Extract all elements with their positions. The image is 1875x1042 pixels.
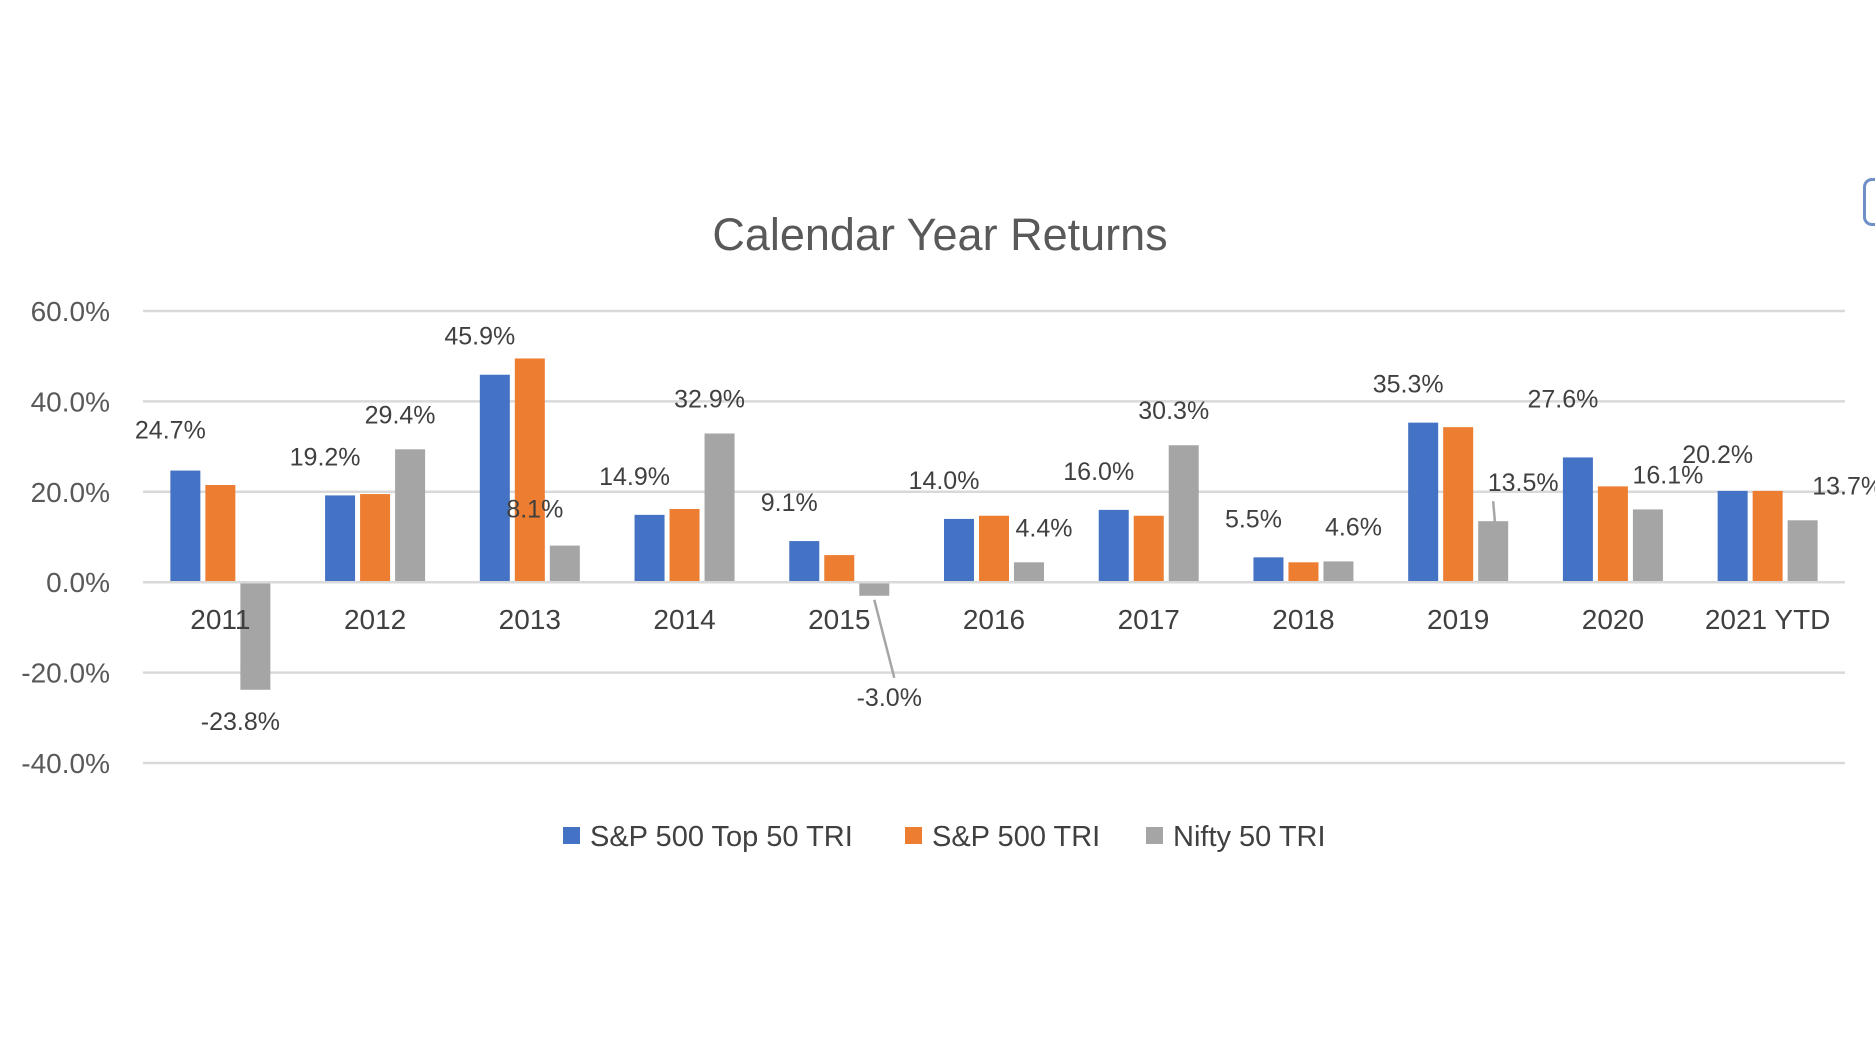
bar — [1168, 445, 1199, 583]
bar — [944, 518, 974, 583]
legend-swatch — [563, 827, 580, 844]
legend-swatch — [1146, 827, 1163, 844]
data-label: -23.8% — [201, 708, 280, 736]
x-category-label: 2014 — [653, 604, 715, 635]
x-category-label: 2020 — [1582, 604, 1644, 635]
bar — [979, 515, 1009, 583]
data-label: 14.9% — [599, 463, 670, 491]
x-category-label: 2012 — [344, 604, 406, 635]
legend-item: Nifty 50 TRI — [1146, 821, 1326, 853]
y-tick-label: 0.0% — [46, 567, 110, 598]
data-label: 29.4% — [365, 401, 436, 429]
data-label: 5.5% — [1225, 505, 1282, 533]
bar — [514, 358, 545, 583]
legend-item: S&P 500 TRI — [905, 821, 1100, 853]
x-category-label: 2011 — [190, 604, 250, 635]
bar — [824, 555, 855, 583]
data-label: 20.2% — [1682, 441, 1753, 469]
bar — [704, 433, 735, 583]
data-label: 45.9% — [444, 323, 515, 351]
bars — [170, 358, 1818, 690]
x-category-label: 2017 — [1118, 604, 1180, 635]
data-label: 19.2% — [290, 443, 361, 471]
data-label: 24.7% — [135, 417, 206, 445]
y-tick-label: 60.0% — [31, 296, 110, 327]
legend-label: S&P 500 Top 50 TRI — [590, 821, 853, 853]
y-tick-label: -40.0% — [21, 748, 110, 779]
data-label: 14.0% — [909, 467, 980, 495]
bar — [634, 514, 665, 583]
bar — [325, 495, 356, 583]
x-category-label: 2016 — [963, 604, 1025, 635]
data-label: 4.4% — [1016, 514, 1073, 542]
legend-swatch — [905, 827, 922, 844]
chart-title: Calendar Year Returns — [712, 209, 1167, 260]
data-label: 16.1% — [1632, 461, 1703, 489]
data-label: -3.0% — [857, 684, 922, 712]
bar — [395, 449, 426, 583]
data-label: 30.3% — [1138, 397, 1209, 425]
x-category-label: 2015 — [808, 604, 870, 635]
data-label: 32.9% — [674, 385, 745, 413]
leader-lines — [873, 501, 1497, 679]
x-category-label: 2021 YTD — [1705, 604, 1831, 635]
data-label: 27.6% — [1527, 385, 1598, 413]
x-category-label: 2019 — [1427, 604, 1489, 635]
bar — [1408, 422, 1439, 583]
bar — [479, 374, 510, 583]
y-axis-tick-labels: 60.0% 40.0% 20.0% 0.0% -20.0% -40.0% — [21, 296, 110, 779]
bar — [1752, 490, 1783, 583]
bar — [1288, 562, 1319, 583]
bar — [170, 470, 201, 583]
x-axis-category-labels: 2011 2012 2013 2014 2015 2016 2017 2018 2019 2020… — [190, 604, 1830, 635]
leader-line — [1491, 501, 1497, 526]
data-label: 16.0% — [1063, 458, 1134, 486]
legend: S&P 500 Top 50 TRI S&P 500 TRI Nifty 50 TR… — [563, 821, 1326, 853]
bar — [789, 541, 820, 583]
y-tick-label: 20.0% — [31, 477, 110, 508]
y-tick-label: -20.0% — [21, 658, 110, 689]
bar — [859, 582, 890, 596]
x-category-label: 2013 — [499, 604, 561, 635]
bar — [360, 494, 391, 583]
bar — [1787, 520, 1818, 583]
bar — [1323, 561, 1354, 583]
gridlines — [143, 309, 1845, 765]
bar — [1443, 427, 1474, 583]
bar — [549, 545, 580, 583]
bar — [1562, 457, 1593, 583]
bar — [669, 508, 700, 583]
legend-label: S&P 500 TRI — [932, 821, 1100, 853]
y-tick-label: 40.0% — [31, 386, 110, 417]
leader-line — [873, 599, 896, 679]
bar — [1253, 557, 1284, 583]
x-category-label: 2018 — [1272, 604, 1334, 635]
legend-label: Nifty 50 TRI — [1173, 821, 1326, 853]
bar — [1717, 490, 1748, 583]
bar — [1014, 562, 1044, 583]
bar — [1098, 509, 1129, 583]
data-label: 13.7% — [1812, 472, 1875, 500]
bar — [1478, 521, 1509, 583]
bar — [1133, 515, 1164, 583]
data-label: 13.5% — [1488, 469, 1559, 497]
data-label: 35.3% — [1373, 371, 1444, 399]
legend-item: S&P 500 Top 50 TRI — [563, 821, 853, 853]
bar — [205, 485, 236, 583]
data-label: 8.1% — [506, 496, 563, 524]
bar — [1597, 486, 1628, 583]
bar — [1632, 509, 1663, 583]
scroll-handle[interactable] — [1863, 178, 1875, 226]
data-label: 4.6% — [1325, 513, 1382, 541]
bar — [240, 582, 271, 690]
data-label: 9.1% — [761, 489, 818, 517]
data-labels: 24.7% -23.8% 19.2%29.4% 45.9% 8.1% 14.9% 32.9%… — [135, 323, 1875, 736]
